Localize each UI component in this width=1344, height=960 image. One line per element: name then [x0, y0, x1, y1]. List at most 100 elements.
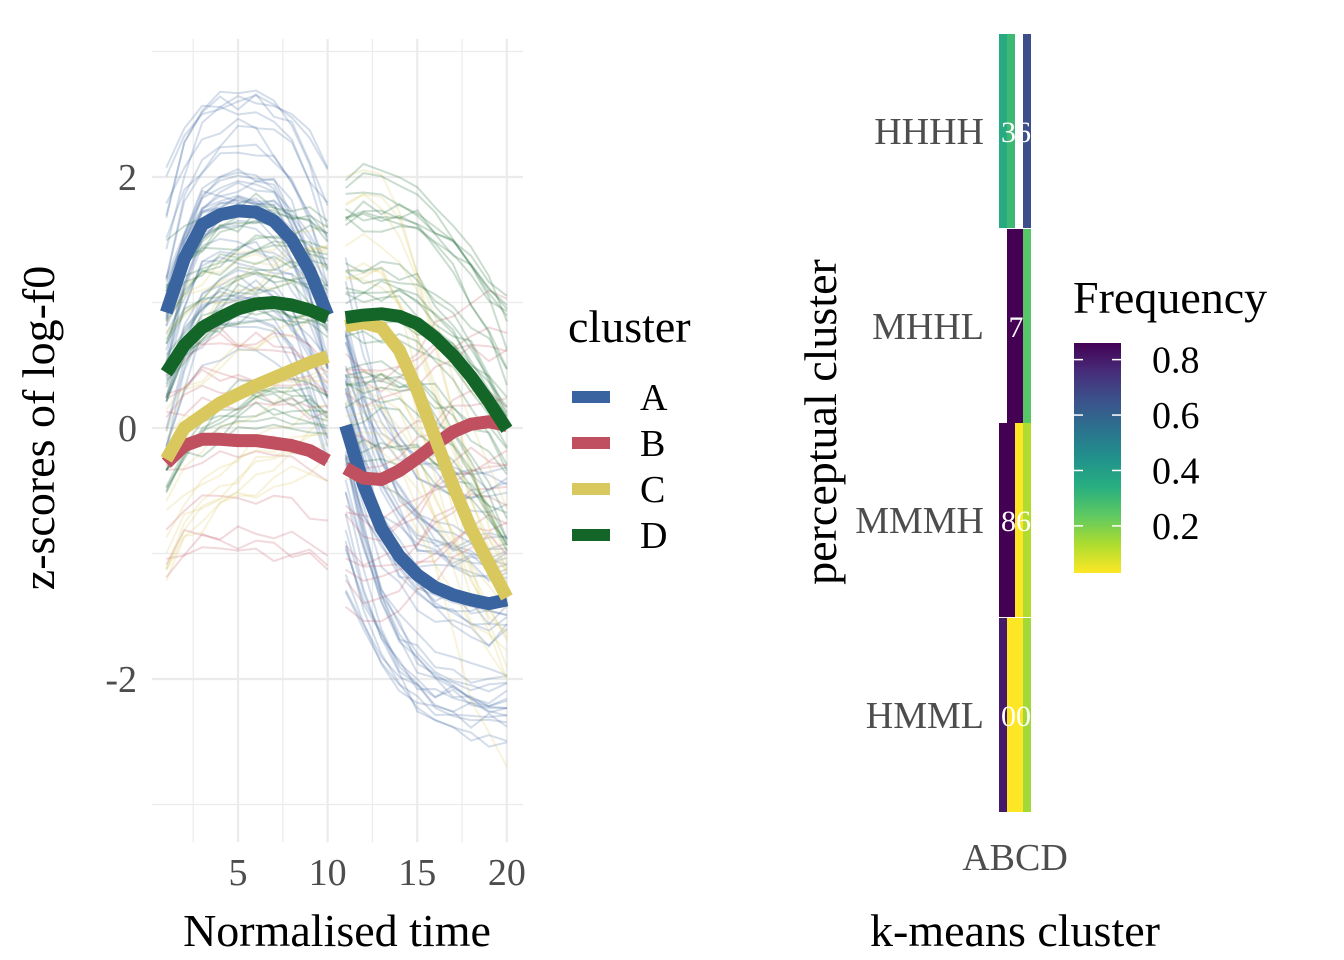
trajectory-C: [165, 306, 329, 411]
heatmap-cell-MMMH-B: [1007, 423, 1015, 617]
trajectory-D: [345, 208, 508, 317]
trajectory-D: [345, 360, 508, 519]
trajectory-D: [345, 406, 508, 546]
trajectory-D: [165, 423, 328, 488]
trajectory-A: [165, 194, 329, 300]
trajectory-C: [165, 454, 329, 571]
trajectory-A: [344, 441, 508, 714]
trajectory-D: [345, 378, 508, 475]
heatmap-cell-label: 00: [1001, 700, 1031, 733]
trajectory-C: [165, 223, 328, 323]
trajectory-B: [165, 368, 329, 401]
trajectory-A: [165, 323, 329, 463]
legend-label-B: B: [640, 423, 665, 465]
trajectory-D: [345, 287, 508, 418]
frequency-legend-ticks: 0.8 0.6 0.4 0.2: [1074, 340, 1200, 548]
y-tick-label: 2: [118, 157, 137, 199]
trajectory-A: [344, 457, 508, 708]
trajectory-D: [165, 269, 329, 345]
frequency-legend-title: Frequency: [1073, 272, 1267, 323]
trajectory-A: [165, 117, 329, 204]
trajectory-A: [344, 380, 508, 583]
heatmap-cell-MMMH-A: [999, 423, 1007, 617]
trajectory-D: [344, 172, 508, 350]
heatmap-cell-MHHL-C: [1015, 229, 1023, 423]
trajectory-C: [345, 193, 508, 509]
trajectory-A: [165, 294, 329, 373]
trajectory-B: [165, 525, 329, 566]
trajectory-B: [166, 450, 329, 483]
heatmap-cell-MMMH-D: [1023, 423, 1031, 617]
y-tick-label: 0: [118, 408, 137, 450]
trajectory-C: [165, 472, 328, 554]
trajectory-B: [165, 342, 329, 384]
trajectory-D: [344, 200, 508, 297]
trajectory-A: [165, 143, 329, 288]
trajectory-D: [345, 266, 508, 417]
trajectory-A: [344, 454, 508, 705]
heatmap-chart: HHHH MHHL MMMH HMML 36 7 86 00 ABCD k-means cl…: [795, 34, 1267, 956]
x-tick-label: 5: [229, 852, 248, 894]
trajectory-A: [344, 574, 508, 730]
heatmap-cell-label: 86: [1001, 505, 1031, 538]
mean-line-D-segment-1: [160, 296, 331, 377]
trajectory-B: [344, 461, 508, 542]
trajectory-A: [165, 151, 329, 239]
trajectory-A: [344, 442, 508, 693]
trajectory-A: [344, 444, 508, 648]
heatmap-x-axis-title: k-means cluster: [870, 905, 1160, 956]
heatmap-row-label: MMMH: [855, 500, 984, 542]
trajectory-D: [165, 308, 328, 381]
trajectory-C: [345, 169, 508, 571]
mean-line-C-segment-2: [344, 316, 513, 601]
trajectory-A: [165, 237, 329, 334]
trajectory-A: [344, 545, 507, 709]
heatmap-cells: [999, 34, 1031, 812]
trajectory-D: [345, 191, 508, 306]
trajectory-C: [345, 262, 508, 575]
trajectory-C: [165, 264, 328, 336]
trajectory-A: [165, 124, 329, 280]
line-chart-grid: [152, 38, 523, 843]
heatmap-cell-label: 36: [1001, 116, 1031, 149]
trajectory-B: [344, 344, 508, 408]
colorbar-tick-label: 0.4: [1152, 450, 1200, 492]
trajectory-A: [344, 335, 508, 500]
trajectory-D: [344, 162, 508, 322]
heatmap-cell-MHHL-D: [1023, 229, 1031, 423]
heatmap-row-label: HHHH: [874, 111, 984, 153]
trajectory-D: [165, 318, 329, 367]
trajectory-A: [344, 529, 508, 717]
trajectory-C: [165, 364, 329, 502]
heatmap-cell-HHHH-A: [999, 34, 1007, 228]
trajectory-D: [165, 234, 329, 345]
trajectory-B: [165, 494, 328, 531]
frequency-colorbar: [1074, 343, 1121, 573]
heatmap-row-label: HMML: [866, 695, 984, 737]
mean-line-B-segment-1: [161, 432, 331, 468]
x-tick-label: 10: [309, 852, 347, 894]
trajectory-A: [165, 348, 329, 448]
cluster-legend-items: ABCD: [572, 377, 668, 557]
trajectory-A: [344, 492, 507, 692]
trajectory-A: [165, 256, 329, 335]
trajectory-B: [345, 343, 508, 393]
trajectory-D: [165, 272, 328, 356]
colorbar-tick-label: 0.2: [1152, 506, 1200, 548]
trajectory-A: [165, 269, 329, 398]
colorbar-tick-label: 0.8: [1152, 340, 1200, 382]
heatmap-row-label: MHHL: [872, 306, 984, 348]
trajectory-D: [345, 457, 508, 543]
heatmap-cell-HMML-D: [1023, 618, 1031, 812]
trajectory-B: [165, 365, 329, 396]
mean-line-A-segment-1: [160, 204, 334, 318]
trajectory-D: [345, 210, 508, 369]
trajectory-A: [344, 589, 507, 713]
legend-label-C: C: [640, 469, 665, 511]
x-tick-label: 15: [398, 852, 436, 894]
mean-line-C-segment-1: [160, 350, 330, 463]
mean-line-D-segment-2: [344, 307, 513, 433]
trajectory-D: [345, 289, 508, 398]
trajectory-C: [345, 265, 508, 552]
